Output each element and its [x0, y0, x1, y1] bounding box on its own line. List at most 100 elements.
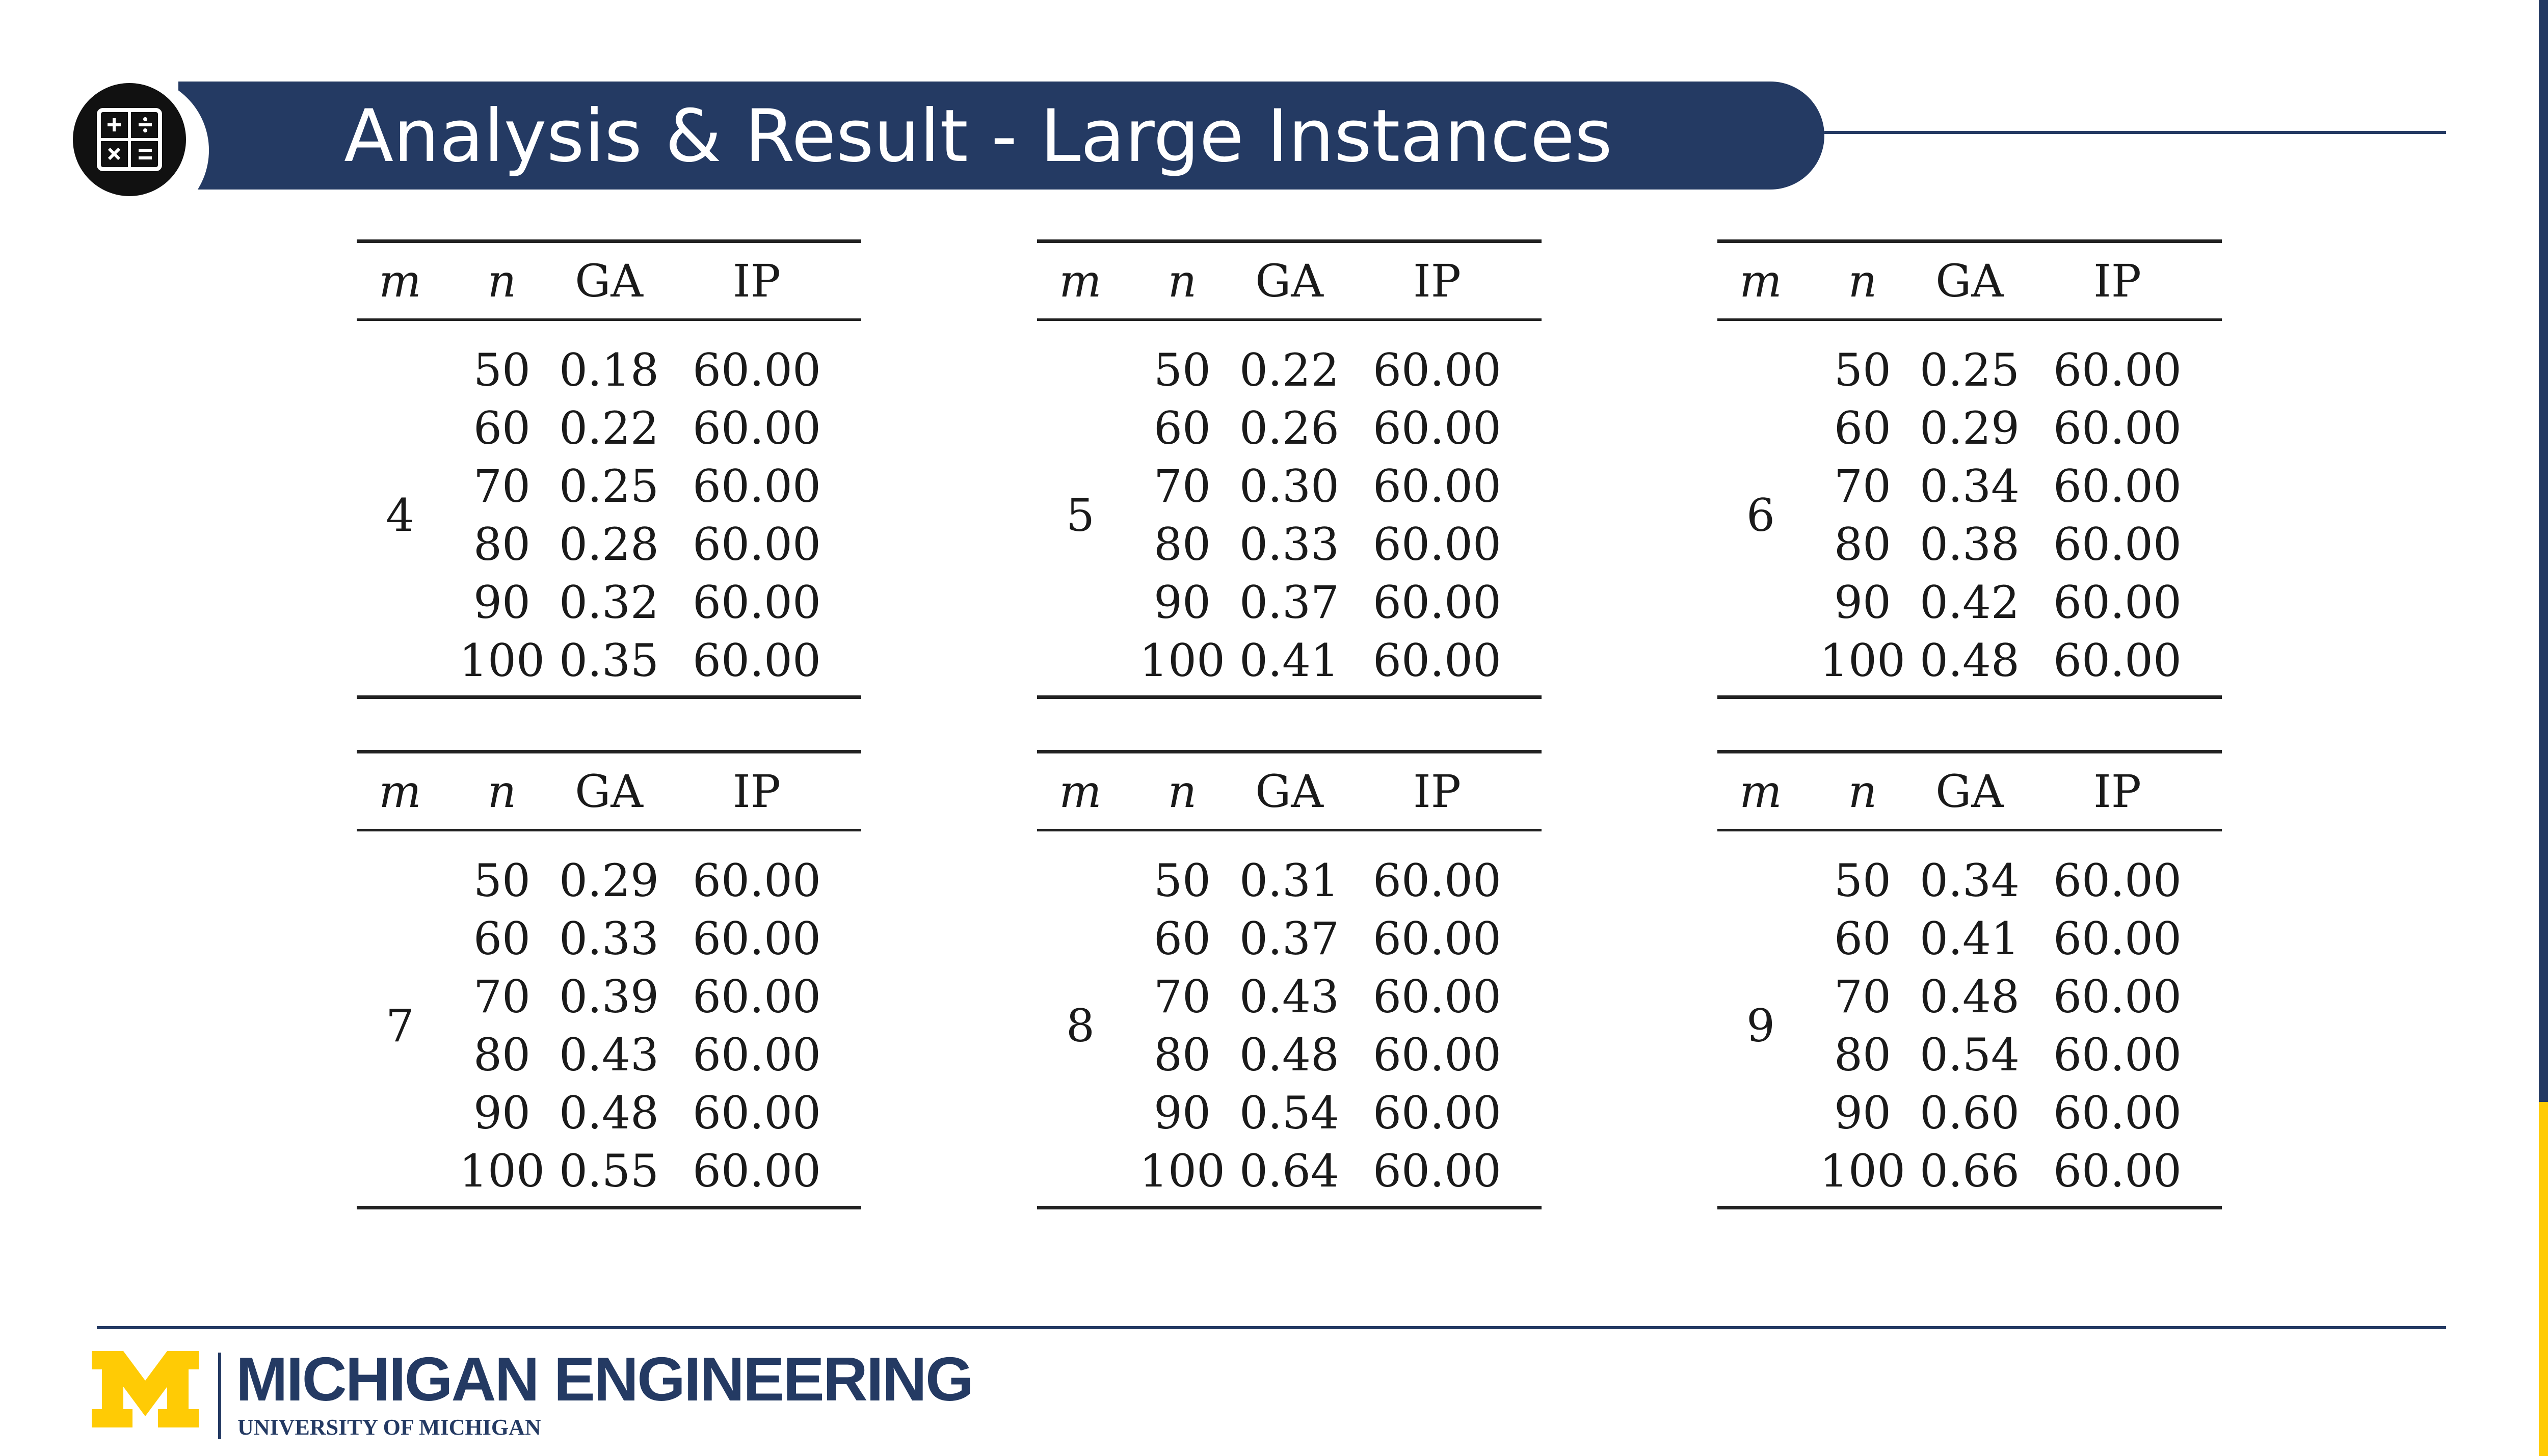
- n-value: 100: [1820, 634, 1905, 687]
- edge-stripe-maize: [2539, 1102, 2548, 1456]
- n-value: 80: [1834, 1029, 1891, 1081]
- ga-value: 0.37: [1239, 576, 1339, 629]
- header-ga: GA: [1935, 255, 2004, 307]
- ga-value: 0.41: [1920, 912, 2020, 965]
- n-value: 70: [1154, 970, 1211, 1023]
- ip-value: 60.00: [2053, 576, 2182, 629]
- block-m-logo-icon: [92, 1351, 199, 1430]
- ip-value: 60.00: [2053, 854, 2182, 907]
- header-m: m: [1059, 255, 1102, 307]
- n-value: 50: [473, 344, 530, 396]
- header-m: m: [1059, 765, 1102, 818]
- ga-value: 0.22: [559, 402, 659, 454]
- ip-value: 60.00: [1373, 344, 1501, 396]
- n-value: 50: [473, 854, 530, 907]
- n-value: 100: [459, 634, 545, 687]
- ip-value: 60.00: [693, 576, 821, 629]
- n-value: 70: [1834, 460, 1891, 513]
- m-value: 7: [386, 1000, 414, 1052]
- table-bottom-rule: [1037, 695, 1542, 699]
- n-value: 60: [473, 402, 530, 454]
- header-m: m: [379, 765, 421, 818]
- ip-value: 60.00: [2053, 634, 2182, 687]
- table-top-rule: [1717, 750, 2222, 753]
- ga-value: 0.66: [1920, 1145, 2020, 1197]
- results-table-m4: m n GA IP 4 50 0.18 60.00 60 0.22 60.00 …: [357, 239, 861, 703]
- n-value: 90: [473, 576, 530, 629]
- ga-value: 0.26: [1239, 402, 1339, 454]
- title-rule: [1824, 131, 2446, 134]
- n-value: 60: [473, 912, 530, 965]
- n-value: 50: [1154, 854, 1211, 907]
- header-ip: IP: [733, 765, 781, 818]
- header-m: m: [1739, 765, 1782, 818]
- n-value: 90: [473, 1087, 530, 1139]
- n-value: 70: [1834, 970, 1891, 1023]
- ga-value: 0.34: [1920, 854, 2020, 907]
- header-ip: IP: [1413, 765, 1461, 818]
- m-value: 5: [1066, 489, 1095, 542]
- table-bottom-rule: [1717, 695, 2222, 699]
- ga-value: 0.25: [559, 460, 659, 513]
- header-n: n: [1848, 765, 1877, 818]
- table-mid-rule: [1037, 829, 1542, 831]
- ip-value: 60.00: [2053, 912, 2182, 965]
- n-value: 50: [1154, 344, 1211, 396]
- header-ga: GA: [575, 765, 643, 818]
- ga-value: 0.32: [559, 576, 659, 629]
- n-value: 100: [1820, 1145, 1905, 1197]
- table-top-rule: [1717, 239, 2222, 243]
- header-n: n: [487, 765, 517, 818]
- ga-value: 0.48: [1239, 1029, 1339, 1081]
- ga-value: 0.33: [1239, 518, 1339, 571]
- header-n: n: [487, 255, 517, 307]
- ip-value: 60.00: [693, 1145, 821, 1197]
- n-value: 90: [1834, 1087, 1891, 1139]
- ga-value: 0.43: [559, 1029, 659, 1081]
- ip-value: 60.00: [1373, 634, 1501, 687]
- ip-value: 60.00: [693, 344, 821, 396]
- header-n: n: [1167, 765, 1197, 818]
- ip-value: 60.00: [1373, 576, 1501, 629]
- ga-value: 0.34: [1920, 460, 2020, 513]
- ga-value: 0.18: [559, 344, 659, 396]
- table-mid-rule: [1037, 318, 1542, 321]
- n-value: 60: [1154, 402, 1211, 454]
- n-value: 50: [1834, 854, 1891, 907]
- table-mid-rule: [357, 318, 861, 321]
- ga-value: 0.35: [559, 634, 659, 687]
- ga-value: 0.30: [1239, 460, 1339, 513]
- ga-value: 0.48: [559, 1087, 659, 1139]
- n-value: 80: [1834, 518, 1891, 571]
- header-n: n: [1848, 255, 1877, 307]
- m-value: 4: [386, 489, 414, 542]
- table-mid-rule: [357, 829, 861, 831]
- n-value: 90: [1834, 576, 1891, 629]
- ga-value: 0.25: [1920, 344, 2020, 396]
- ga-value: 0.54: [1239, 1087, 1339, 1139]
- n-value: 90: [1154, 1087, 1211, 1139]
- ga-value: 0.54: [1920, 1029, 2020, 1081]
- ga-value: 0.22: [1239, 344, 1339, 396]
- ip-value: 60.00: [2053, 518, 2182, 571]
- ip-value: 60.00: [693, 402, 821, 454]
- ip-value: 60.00: [1373, 402, 1501, 454]
- header-ga: GA: [1935, 765, 2004, 818]
- results-table-m9: m n GA IP 9 50 0.34 60.00 60 0.41 60.00 …: [1717, 750, 2222, 1214]
- n-value: 50: [1834, 344, 1891, 396]
- n-value: 70: [473, 460, 530, 513]
- table-top-rule: [1037, 750, 1542, 753]
- ga-value: 0.33: [559, 912, 659, 965]
- ip-value: 60.00: [693, 518, 821, 571]
- table-bottom-rule: [357, 695, 861, 699]
- n-value: 80: [473, 518, 530, 571]
- results-table-m5: m n GA IP 5 50 0.22 60.00 60 0.26 60.00 …: [1037, 239, 1542, 703]
- header-ga: GA: [1255, 255, 1323, 307]
- m-value: 9: [1746, 1000, 1775, 1052]
- results-table-m6: m n GA IP 6 50 0.25 60.00 60 0.29 60.00 …: [1717, 239, 2222, 703]
- n-value: 100: [1139, 634, 1225, 687]
- ga-value: 0.42: [1920, 576, 2020, 629]
- table-top-rule: [1037, 239, 1542, 243]
- footer-rule: [97, 1326, 2446, 1329]
- ip-value: 60.00: [2053, 460, 2182, 513]
